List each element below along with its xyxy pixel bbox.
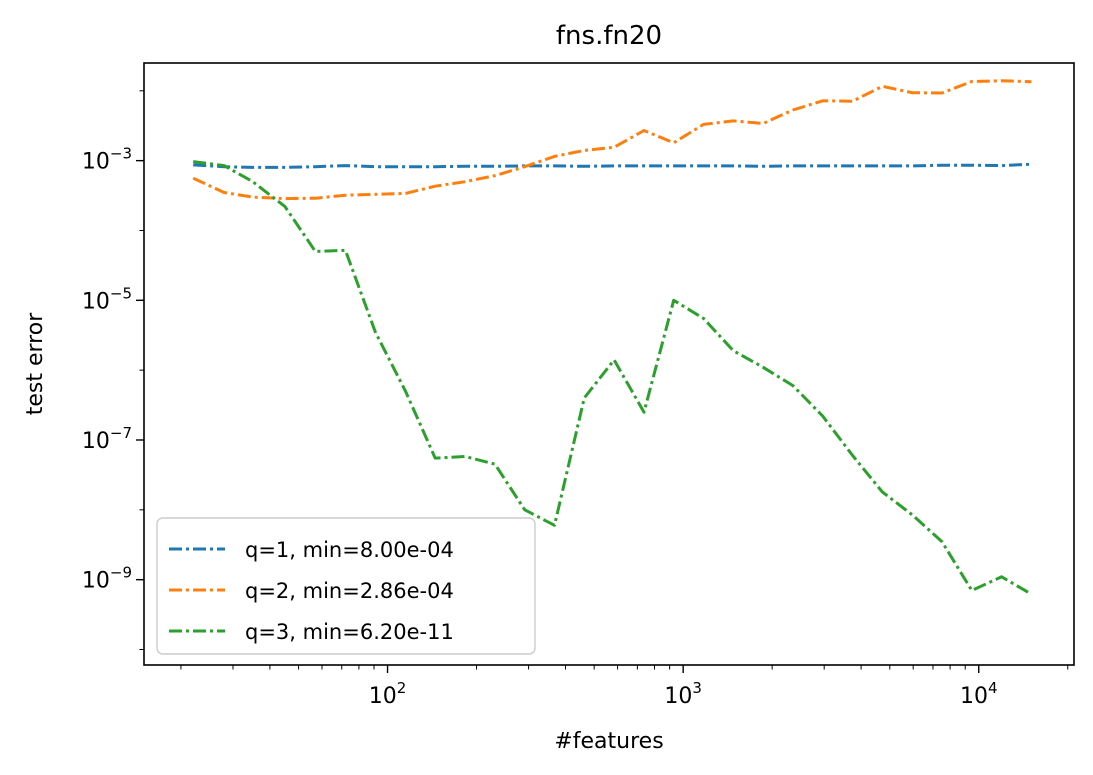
- y-tick-label: 10−7: [82, 424, 132, 454]
- legend-label: q=2, min=2.86e-04: [245, 579, 454, 603]
- x-axis-ticks: 102 103 104: [180, 665, 1069, 709]
- y-axis-label: test error: [23, 312, 48, 415]
- x-tick-label: 104: [960, 679, 998, 709]
- y-tick-label: 10−3: [82, 145, 132, 175]
- legend: q=1, min=8.00e-04 q=2, min=2.86e-04 q=3, m…: [156, 517, 536, 655]
- legend-box: [156, 517, 536, 655]
- y-tick-label: 10−5: [82, 284, 132, 314]
- x-axis-label: #features: [554, 729, 663, 754]
- series-line-q1: [193, 162, 1032, 169]
- y-tick-label: 10−9: [82, 564, 132, 594]
- series-lines: [192, 79, 1033, 596]
- legend-label: q=1, min=8.00e-04: [245, 538, 454, 562]
- chart-title: fns.fn20: [556, 21, 662, 51]
- y-axis-ticks: 10−3 10−5 10−7 10−9: [82, 90, 144, 651]
- x-tick-label: 103: [664, 679, 702, 709]
- x-tick-label: 102: [369, 679, 407, 709]
- legend-label: q=3, min=6.20e-11: [245, 620, 454, 644]
- plot-frame: [143, 62, 1075, 666]
- series-line-q3: [193, 160, 1033, 596]
- series-line-q2: [192, 79, 1032, 201]
